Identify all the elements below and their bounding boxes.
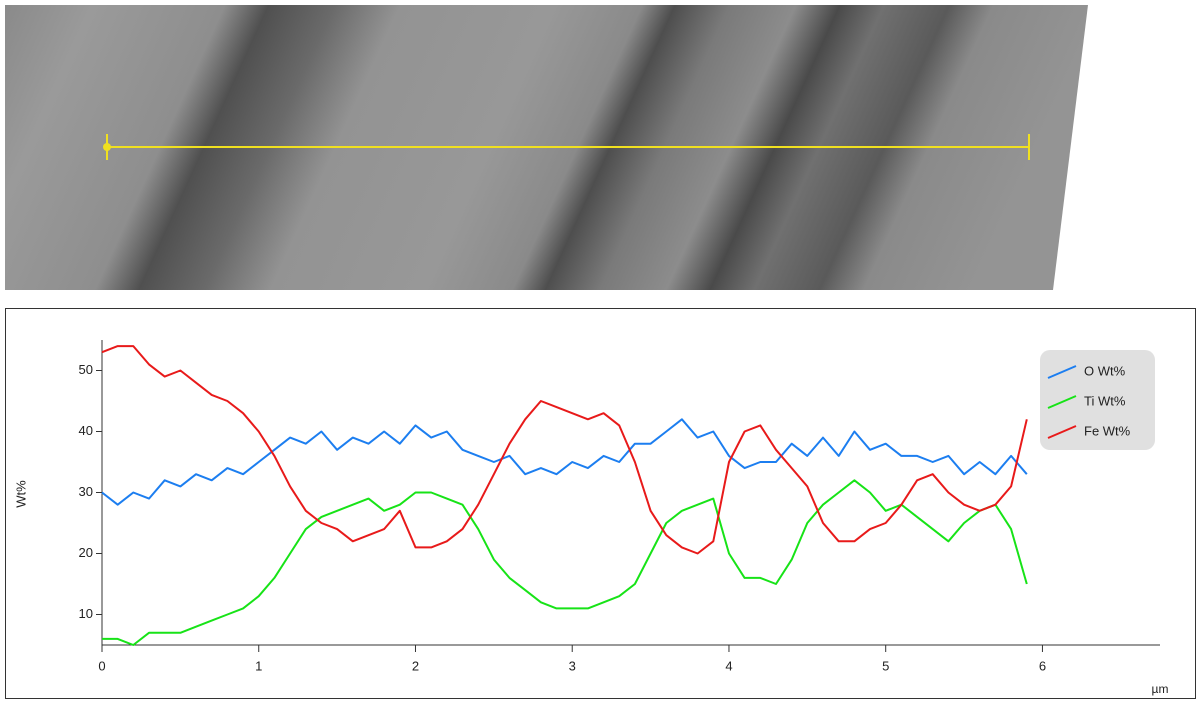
legend-label: O Wt% [1084,363,1126,378]
scan-handle[interactable] [103,143,111,151]
series-line [101,418,1028,506]
x-tick-label: 3 [569,658,576,673]
legend-swatch [1047,395,1077,409]
legend-box [1040,350,1155,450]
x-tick-label: 1 [255,658,262,673]
legend-swatch [1047,425,1077,439]
x-tick-label: 6 [1039,658,1046,673]
y-tick-label: 50 [79,362,93,377]
y-tick-label: 40 [79,423,93,438]
legend-swatch [1047,365,1077,379]
legend-label: Fe Wt% [1084,423,1131,438]
chart-frame [5,308,1196,699]
x-tick-label: 0 [98,658,105,673]
y-tick-label: 30 [79,484,93,499]
legend-label: Ti Wt% [1084,393,1126,408]
x-tick-label: 2 [412,658,419,673]
y-axis-label: Wt% [13,480,28,508]
y-tick-label: 10 [79,606,93,621]
x-axis-unit: µm [1152,682,1169,696]
series-line [101,345,1028,555]
y-tick-label: 20 [79,545,93,560]
series-line [102,479,1028,646]
x-tick-label: 5 [882,658,889,673]
x-tick-label: 4 [725,658,732,673]
